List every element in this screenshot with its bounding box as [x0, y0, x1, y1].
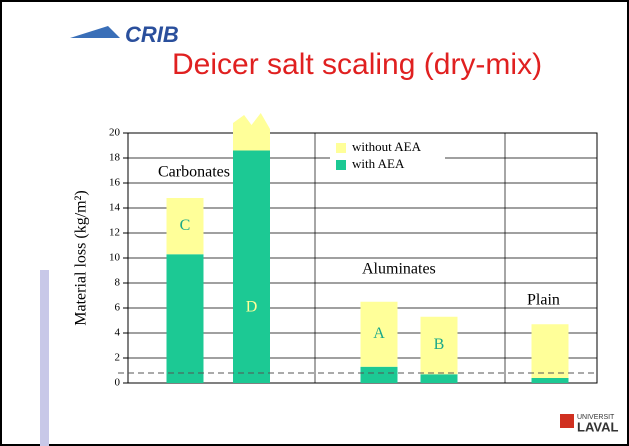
logo: CRIB [125, 22, 179, 47]
y-tick-label: 12 [109, 227, 120, 239]
univ-name: UNIVERSIT [577, 414, 615, 421]
bar-letter: D [246, 299, 258, 316]
y-tick-label: 6 [115, 302, 121, 314]
y-tick-label: 4 [115, 327, 121, 339]
y-tick-label: 8 [115, 277, 121, 289]
y-tick-label: 20 [109, 127, 121, 139]
group-label: Plain [527, 292, 560, 309]
legend-label: without AEA [352, 139, 422, 154]
group-label: Carbonates [158, 164, 230, 181]
bar-segment [531, 378, 569, 383]
bar-segment [166, 198, 204, 255]
legend-label: with AEA [352, 156, 405, 171]
bar-letter: A [373, 325, 385, 342]
y-axis-label: Material loss (kg/m²) [73, 190, 90, 325]
bar-segment [233, 150, 270, 383]
legend-swatch [336, 143, 346, 153]
bar-segment [420, 374, 458, 383]
y-tick-label: 16 [109, 177, 121, 189]
bar-letter: B [434, 336, 445, 353]
y-tick-label: 14 [109, 202, 121, 214]
slide-title: Deicer salt scaling (dry-mix) [172, 48, 542, 81]
bar-segment [166, 254, 204, 383]
legend-swatch [336, 160, 346, 170]
bar-segment [420, 316, 458, 375]
bar-segment [360, 301, 398, 367]
group-label: Aluminates [362, 261, 436, 278]
univ-logo-mark [560, 414, 574, 428]
side-bar [40, 270, 49, 446]
bar-segment [360, 366, 398, 383]
y-tick-label: 2 [115, 352, 121, 364]
y-tick-label: 18 [109, 152, 121, 164]
univ-name: LAVAL [577, 419, 618, 434]
bar-letter: C [180, 217, 191, 234]
logo-swoosh [70, 26, 120, 38]
y-tick-label: 10 [109, 252, 121, 264]
legend-box [330, 138, 445, 176]
bar-segment [531, 324, 569, 378]
bar-segment [233, 113, 270, 151]
y-tick-label: 0 [115, 377, 121, 389]
